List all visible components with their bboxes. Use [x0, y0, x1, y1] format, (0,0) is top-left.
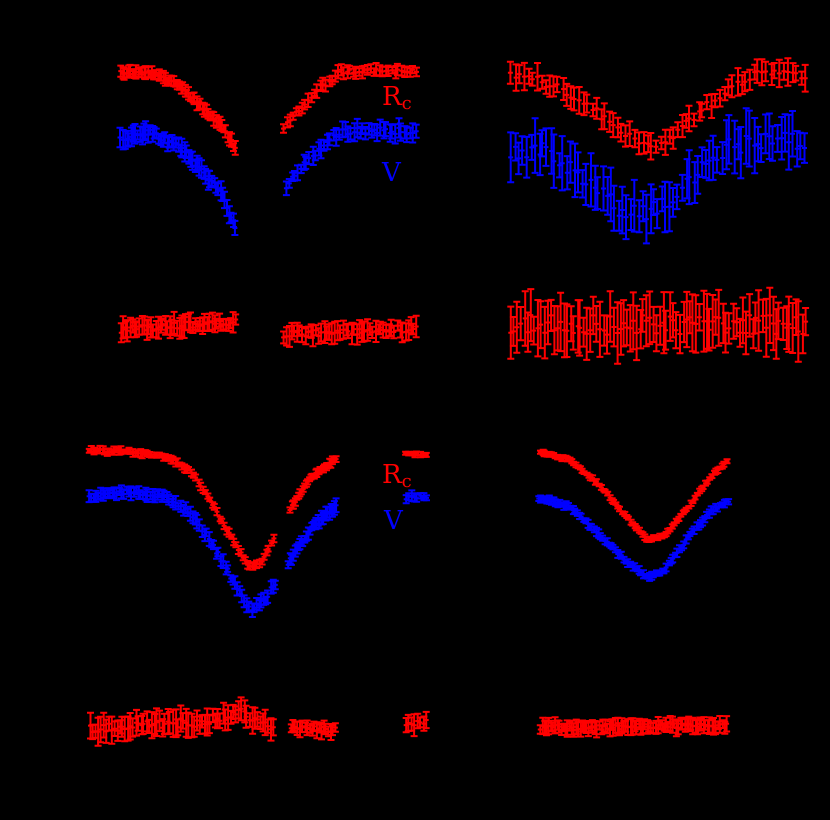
- series-residual-points: [287, 719, 339, 741]
- series-rc-points: [280, 62, 420, 134]
- panel-bottom-right: [535, 448, 733, 739]
- series-rc-points: [286, 455, 340, 514]
- series-rc-points: [402, 450, 430, 459]
- series-v-points: [284, 497, 340, 570]
- label-rc-sub: c: [401, 93, 412, 114]
- series-residual-points: [402, 710, 430, 738]
- series-residual-points: [87, 696, 277, 747]
- label-rc-sub: c: [401, 471, 412, 492]
- panel-top-right: [506, 57, 810, 365]
- series-residual-points: [507, 286, 810, 365]
- label-v-bottom: V: [384, 508, 403, 534]
- series-rc-points: [506, 57, 809, 161]
- series-residual-points: [280, 314, 420, 348]
- label-rc-top: Rc: [382, 84, 412, 113]
- label-v-text: V: [384, 506, 403, 536]
- series-v-points: [507, 107, 808, 245]
- series-v-points: [116, 120, 239, 236]
- series-v-points: [535, 494, 733, 582]
- label-rc-main: R: [382, 82, 402, 112]
- series-v-points: [402, 489, 430, 505]
- series-rc-points: [117, 63, 239, 156]
- series-rc-points: [85, 444, 278, 571]
- label-v-top: V: [382, 160, 401, 186]
- label-rc-main: R: [382, 460, 402, 490]
- label-v-text: V: [382, 158, 401, 188]
- series-residual-points: [117, 310, 240, 344]
- panel-bottom-left: [85, 444, 430, 747]
- series-residual-points: [536, 715, 731, 739]
- series-v-points: [85, 484, 279, 618]
- panel-top-left: [116, 62, 420, 348]
- series-rc-points: [537, 448, 731, 543]
- label-rc-bottom: Rc: [382, 462, 412, 491]
- series-v-points: [282, 117, 420, 197]
